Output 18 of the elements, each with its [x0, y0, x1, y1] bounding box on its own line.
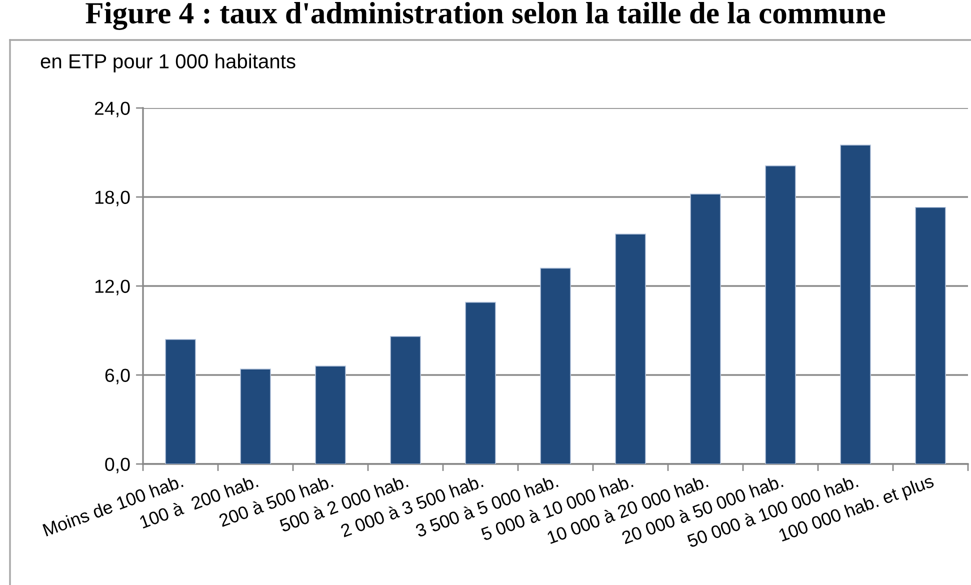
- y-tick-label: 0,0: [105, 458, 130, 474]
- bar: [540, 268, 571, 464]
- y-tick-label: 12,0: [95, 280, 130, 296]
- y-tick-label: 6,0: [105, 368, 130, 384]
- bar: [690, 194, 721, 464]
- bar: [465, 302, 496, 464]
- y-tick-label: 18,0: [95, 190, 130, 206]
- bar: [615, 234, 646, 464]
- bar: [390, 336, 421, 464]
- y-tick-label: 24,0: [94, 102, 130, 118]
- chart-title: Figure 4 : taux d'administration selon la taille de la commune: [86, 2, 886, 30]
- bar: [840, 144, 871, 464]
- bar: [240, 368, 271, 464]
- y-axis-title: en ETP pour 1 000 habitants: [40, 54, 296, 72]
- bar: [315, 366, 346, 464]
- bar: [165, 338, 196, 464]
- bar: [915, 206, 946, 464]
- bar: [765, 165, 796, 464]
